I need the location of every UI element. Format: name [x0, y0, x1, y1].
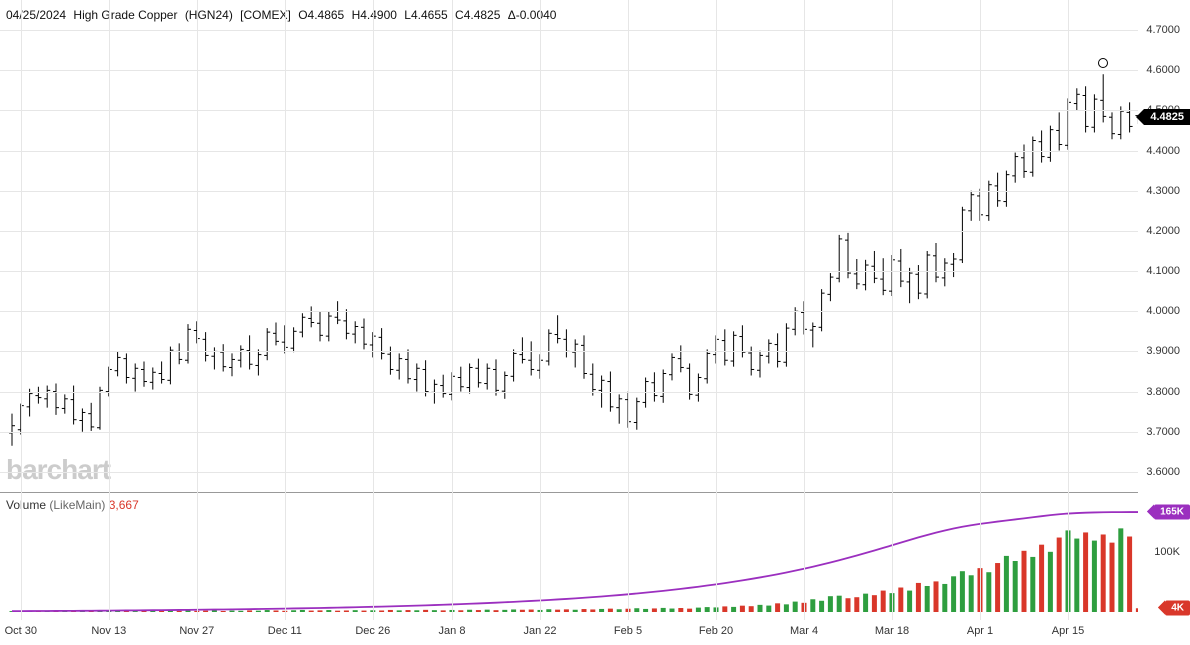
grid-v [892, 0, 893, 620]
y-axis-label: 3.9000 [1146, 345, 1180, 357]
grid-h [0, 30, 1138, 31]
grid-v [716, 0, 717, 620]
y-axis-label: 4.4000 [1146, 145, 1180, 157]
y-axis-label: 3.6000 [1146, 466, 1180, 478]
x-axis-label: Jan 8 [439, 625, 466, 637]
x-axis-label: Dec 26 [355, 625, 390, 637]
y-axis-label: 4.6000 [1146, 64, 1180, 76]
grid-v [285, 0, 286, 620]
x-axis-label: Feb 20 [699, 625, 733, 637]
y-axis-label: 3.7000 [1146, 426, 1180, 438]
grid-v [373, 0, 374, 620]
x-axis-label: Apr 1 [967, 625, 993, 637]
grid-h [0, 231, 1138, 232]
grid-v [21, 0, 22, 620]
x-axis-label: Feb 5 [614, 625, 642, 637]
y-axis-label: 4.0000 [1146, 305, 1180, 317]
y-axis-label: 4.7000 [1146, 24, 1180, 36]
x-axis-label: Apr 15 [1052, 625, 1084, 637]
volume-badge: 165K [1154, 505, 1190, 520]
grid-v [540, 0, 541, 620]
x-axis-label: Mar 18 [875, 625, 909, 637]
grid-h [0, 110, 1138, 111]
grid-v [980, 0, 981, 620]
x-axis-label: Nov 13 [91, 625, 126, 637]
panel-separator [0, 492, 1138, 493]
grid-h [0, 472, 1138, 473]
y-axis-label: 4.3000 [1146, 185, 1180, 197]
grid-v [452, 0, 453, 620]
y-axis-label: 4.1000 [1146, 265, 1180, 277]
grid-h [0, 191, 1138, 192]
y-axis-label: 4.2000 [1146, 225, 1180, 237]
grid-v [1068, 0, 1069, 620]
x-axis-label: Nov 27 [179, 625, 214, 637]
grid-h [0, 351, 1138, 352]
grid-v [804, 0, 805, 620]
volume-y-label: 100K [1154, 546, 1180, 558]
x-axis-label: Dec 11 [268, 625, 302, 637]
grid-h [0, 271, 1138, 272]
grid-h [0, 432, 1138, 433]
grid-v [197, 0, 198, 620]
x-axis-label: Mar 4 [790, 625, 818, 637]
x-axis-label: Oct 30 [5, 625, 37, 637]
current-price-tag: 4.4825 [1144, 109, 1190, 125]
grid-h [0, 70, 1138, 71]
grid-h [0, 392, 1138, 393]
volume-badge: 4K [1165, 601, 1190, 616]
x-axis-label: Jan 22 [523, 625, 556, 637]
grid-h [0, 311, 1138, 312]
price-chart[interactable] [0, 0, 1138, 492]
volume-chart[interactable] [0, 510, 1138, 612]
grid-v [628, 0, 629, 620]
grid-h [0, 151, 1138, 152]
y-axis-label: 3.8000 [1146, 386, 1180, 398]
high-marker-icon [1098, 58, 1108, 68]
grid-v [109, 0, 110, 620]
